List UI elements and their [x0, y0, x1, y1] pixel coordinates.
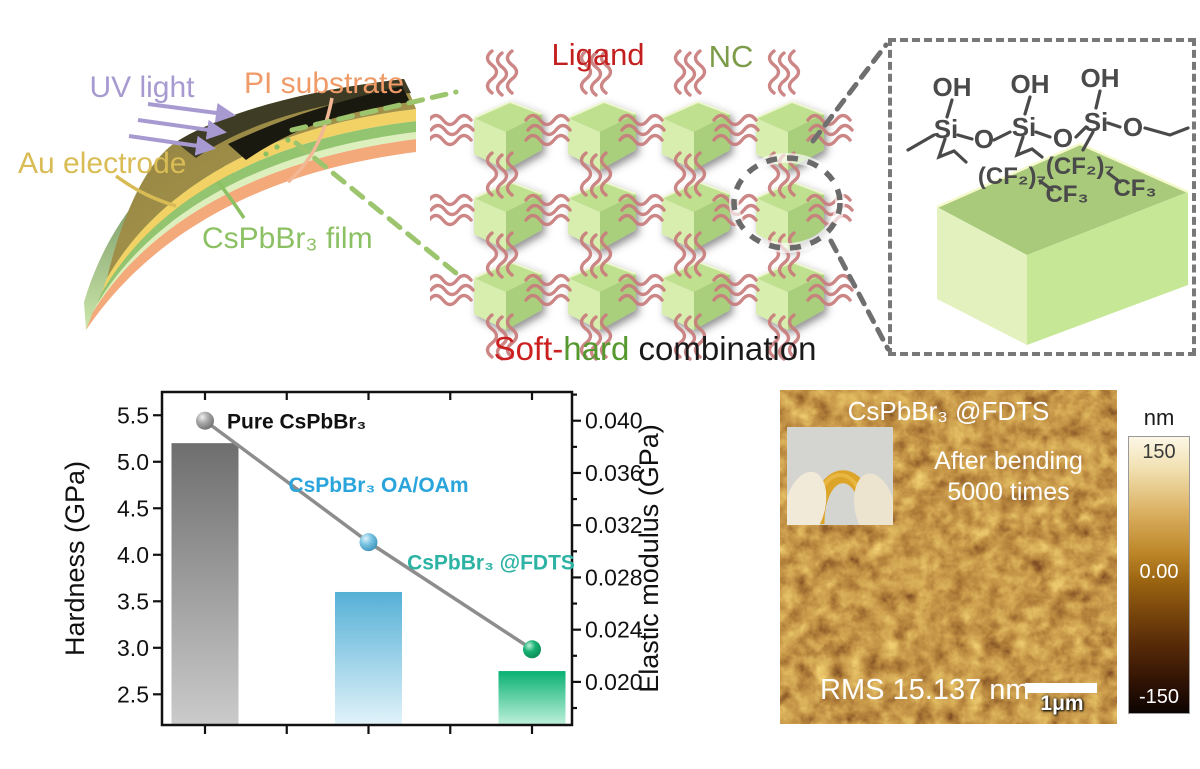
o-atom-label: O — [1053, 123, 1073, 153]
series-annotation: Pure CsPbBr₃ — [227, 411, 366, 434]
colorbar-unit-label: nm — [1143, 405, 1175, 430]
modulus-point — [359, 533, 378, 552]
ligand-label: Ligand — [551, 37, 644, 72]
y-tick-label-left: 3.5 — [117, 588, 149, 614]
afm-image-panel: CsPbBr₃ @FDTS After bending 5000 times R… — [780, 390, 1117, 724]
cf2-chain-label: (CF₂)₇ — [1046, 153, 1114, 180]
series-annotation: CsPbBr₃ OA/OAm — [288, 474, 468, 497]
y-tick-label-left: 2.5 — [117, 681, 149, 707]
nanocube-array — [473, 101, 825, 331]
oh-group-label: OH — [933, 72, 972, 102]
si-atom-label: Si — [1012, 112, 1037, 142]
caption-rest: combination — [629, 330, 817, 367]
afm-bending-line1: After bending — [934, 447, 1083, 475]
y-tick-label-left: 5.0 — [117, 449, 149, 475]
au-leader-line — [114, 174, 177, 208]
afm-title: CsPbBr₃ @FDTS — [847, 396, 1050, 426]
au-electrode-label: Au electrode — [18, 147, 186, 180]
y-axis-title-left: Hardness (GPa) — [60, 461, 90, 656]
molecule-cube — [936, 142, 1189, 345]
flexible-device-illustration — [84, 79, 416, 330]
oh-group-label: OH — [1081, 63, 1120, 93]
y-tick-label-left: 5.5 — [117, 402, 149, 428]
molecule-bonds — [906, 89, 1190, 192]
fdts-molecule-diagram: OH OH OH Si Si Si O O O (CF₂)₇ (CF₂)₇ CF… — [906, 63, 1190, 345]
nc-label: NC — [709, 39, 754, 74]
cf2-chain-label: (CF₂)₇ — [978, 163, 1046, 190]
hardness-modulus-chart: 2.5 3.0 3.5 4.0 4.5 5.0 5.5 0.020 0.024 0.028 0.03… — [60, 390, 664, 734]
y-tick-label-right: 0.028 — [585, 564, 643, 590]
scale-bar-label: 1μm — [1040, 692, 1084, 715]
si-atom-label: Si — [934, 114, 959, 144]
y-tick-label-left: 3.0 — [117, 635, 149, 661]
right-finger — [854, 473, 893, 525]
y-tick-label-right: 0.032 — [585, 512, 643, 538]
cf3-group-label: CF₃ — [1045, 181, 1088, 208]
y-tick-label-right: 0.036 — [585, 460, 643, 486]
y-tick-label-right: 0.040 — [585, 408, 643, 434]
molecule-atoms: OH OH OH Si Si Si O O O (CF₂)₇ (CF₂)₇ CF… — [933, 63, 1157, 208]
y-tick-label-right: 0.020 — [585, 669, 643, 695]
o-atom-label: O — [1123, 112, 1143, 142]
colorbar-min-label: -150 — [1138, 686, 1180, 708]
afm-bending-line2: 5000 times — [947, 478, 1070, 506]
series-annotation: CsPbBr₃ @FDTS — [407, 551, 575, 574]
y-tick-label-left: 4.0 — [117, 542, 149, 568]
device-schematic-panel: UV light PI substrate Au electrode CsPbB… — [18, 67, 416, 330]
y-axis-title-right: Elastic modulus (GPa) — [634, 424, 664, 693]
afm-rms-label: RMS 15.137 nm — [820, 674, 1030, 706]
cspbbr3-film-label: CsPbBr₃ film — [202, 222, 373, 255]
zoom-circle — [731, 155, 843, 251]
afm-colorbar: 150 0.00 -150 — [1128, 436, 1190, 714]
scale-bar — [1025, 683, 1097, 693]
left-finger — [787, 471, 827, 525]
uv-arrows — [128, 102, 236, 156]
hardness-bar — [335, 591, 402, 725]
nanocrystal-grid-panel: Ligand NC — [430, 37, 854, 361]
oh-group-label: OH — [1011, 69, 1050, 99]
soft-hard-caption: Soft-hard combination — [440, 330, 870, 368]
caption-soft: Soft- — [493, 330, 564, 367]
colorbar-mid-label: 0.00 — [1139, 561, 1179, 583]
si-atom-label: Si — [1084, 107, 1109, 137]
cf3-group-label: CF₃ — [1113, 175, 1156, 202]
colorbar-max-label: 150 — [1142, 441, 1176, 463]
y-tick-label-right: 0.024 — [585, 617, 643, 643]
plot-border — [160, 390, 574, 727]
o-atom-label: O — [974, 124, 994, 154]
pi-substrate-label: PI substrate — [244, 67, 404, 100]
hardness-bar — [171, 443, 239, 725]
modulus-point — [196, 411, 214, 430]
film-leader-line — [216, 180, 246, 219]
uv-light-label: UV light — [89, 71, 195, 104]
hardness-bar — [498, 671, 566, 725]
bent-film-photo-inset — [787, 427, 893, 525]
modulus-point — [523, 640, 541, 659]
fdts-molecule-box: OH OH OH Si Si Si O O O (CF₂)₇ (CF₂)₇ CF… — [888, 38, 1196, 356]
film-dots — [263, 137, 291, 157]
caption-hard: hard — [563, 330, 630, 367]
y-tick-label-left: 4.5 — [117, 495, 149, 521]
